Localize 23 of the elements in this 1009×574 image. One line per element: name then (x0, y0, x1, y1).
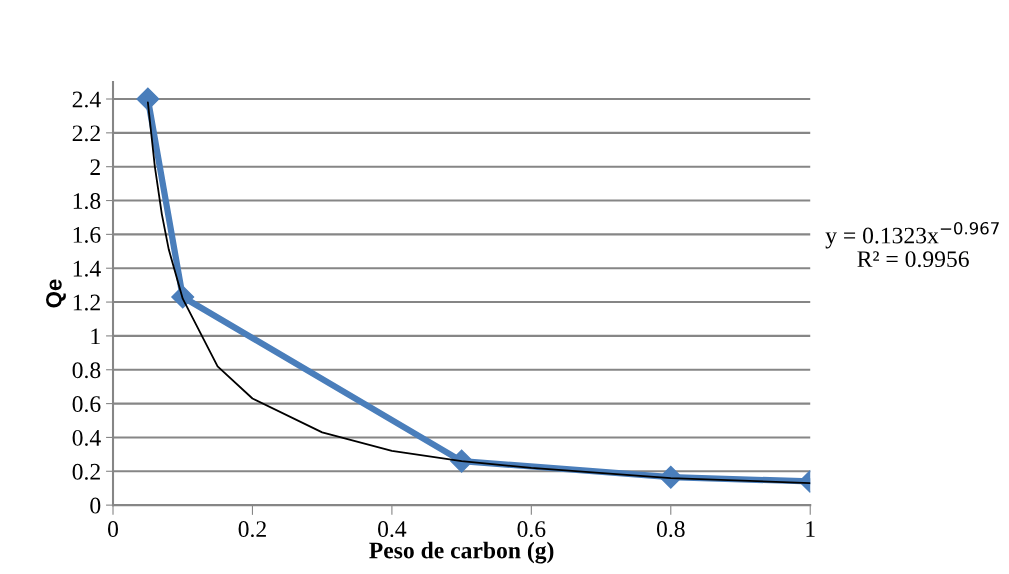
y-tick-label: 1.2 (73, 294, 100, 311)
y-tick-label: 0.2 (72, 463, 100, 480)
y-tick-label: 0.6 (72, 396, 101, 413)
y-tick-label: 2.4 (72, 91, 101, 108)
x-tick-label: 0.6 (517, 521, 546, 538)
text: y = 0.1323x$^{−0.967}$ (825, 222, 999, 249)
x-tick-label: 0.4 (378, 521, 407, 538)
y-tick-label: 0 (90, 497, 101, 514)
y-axis-title: Qe (46, 279, 66, 308)
text: R² = 0.9956 (857, 251, 969, 268)
y-tick-label: 2.2 (72, 125, 100, 142)
x-tick-label: 0.2 (238, 521, 266, 538)
x-axis-title: Peso de carbon (g) (369, 541, 554, 564)
y-tick-label: 0.4 (72, 429, 101, 446)
y-tick-label: 1.6 (73, 226, 101, 243)
x-tick-label: 0.8 (656, 521, 685, 538)
x-tick-label: 1 (806, 521, 815, 537)
y-tick-label: 1.4 (73, 260, 101, 277)
x-tick-label: 0 (108, 521, 119, 538)
y-tick-label: 1.8 (73, 193, 101, 210)
y-tick-label: 0.8 (72, 362, 101, 379)
y-tick-label: 2 (90, 159, 100, 175)
y-tick-label: 1 (91, 328, 100, 345)
